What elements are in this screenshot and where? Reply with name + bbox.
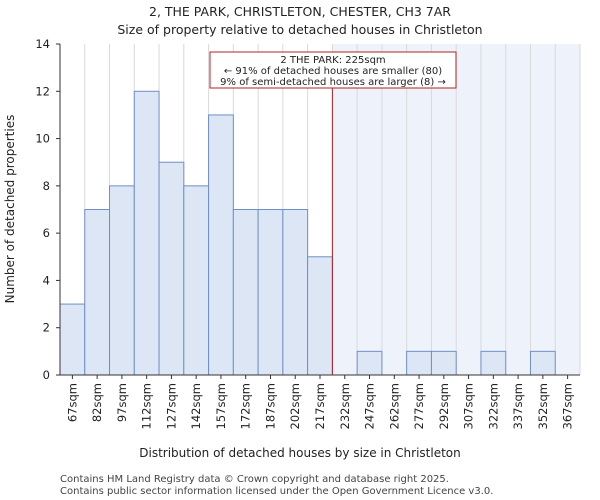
x-axis-label: Distribution of detached houses by size … <box>139 446 460 460</box>
y-tick-label: 0 <box>43 368 50 382</box>
annotation-box: 2 THE PARK: 225sqm ← 91% of detached hou… <box>209 51 457 89</box>
x-tick-label: 202sqm <box>288 383 302 429</box>
x-tick-label: 112sqm <box>140 383 154 429</box>
x-tick-label: 292sqm <box>437 383 451 429</box>
annotation-line1: 2 THE PARK: 225sqm <box>280 55 385 66</box>
chart-title-line1: 2, THE PARK, CHRISTLETON, CHESTER, CH3 7… <box>149 4 451 19</box>
x-tick-label: 307sqm <box>462 383 476 429</box>
bar <box>282 209 309 376</box>
x-tick-label: 157sqm <box>214 383 228 429</box>
bar <box>529 350 556 376</box>
x-tick-label: 367sqm <box>561 383 575 429</box>
y-ticks-group: 0 2 4 6 8 10 12 14 <box>35 37 60 382</box>
y-tick-label: 12 <box>35 84 50 98</box>
bar <box>257 209 284 376</box>
x-ticks-group: 67sqm 82sqm 97sqm 112sqm 127sqm 142sqm 157sqm 1… <box>65 375 575 429</box>
y-tick-label: 8 <box>43 179 50 193</box>
y-tick-label: 4 <box>43 273 50 287</box>
bar <box>109 185 135 376</box>
bar <box>232 209 259 376</box>
bar <box>356 350 383 376</box>
x-tick-label: 82sqm <box>90 383 104 422</box>
bar <box>183 185 210 376</box>
bar <box>430 350 457 376</box>
footer-line1: Contains HM Land Registry data © Crown c… <box>60 474 449 485</box>
x-tick-label: 172sqm <box>239 383 253 429</box>
x-tick-label: 217sqm <box>313 383 327 429</box>
x-tick-label: 67sqm <box>65 383 79 422</box>
bar <box>59 303 86 376</box>
bar <box>133 90 160 376</box>
y-tick-label: 6 <box>43 226 50 240</box>
y-tick-label: 14 <box>35 37 50 51</box>
footer-line2: Contains public sector information licen… <box>60 486 493 497</box>
x-tick-label: 277sqm <box>412 383 426 429</box>
bar <box>480 350 507 376</box>
bar <box>84 209 111 376</box>
x-tick-label: 142sqm <box>189 383 203 429</box>
bars-group <box>59 90 556 376</box>
x-tick-label: 322sqm <box>486 383 500 429</box>
x-tick-label: 337sqm <box>511 383 525 429</box>
x-tick-label: 352sqm <box>536 383 550 429</box>
bar <box>307 256 333 376</box>
x-tick-label: 247sqm <box>363 383 377 429</box>
x-tick-label: 127sqm <box>164 383 178 429</box>
x-tick-label: 262sqm <box>387 383 401 429</box>
y-tick-label: 2 <box>43 321 50 335</box>
annotation-frame <box>209 51 457 89</box>
bar <box>406 350 432 376</box>
chart-title-line2: Size of property relative to detached ho… <box>117 22 482 37</box>
y-axis-label: Number of detached properties <box>3 115 17 304</box>
annotation-line2: ← 91% of detached houses are smaller (80… <box>224 66 442 77</box>
x-tick-label: 187sqm <box>263 383 277 429</box>
bar <box>208 114 234 376</box>
bar <box>158 161 185 376</box>
x-tick-label: 97sqm <box>115 383 129 422</box>
x-tick-label: 232sqm <box>338 383 352 429</box>
annotation-line3: 9% of semi-detached houses are larger (8… <box>220 77 446 88</box>
y-tick-label: 10 <box>35 132 50 146</box>
